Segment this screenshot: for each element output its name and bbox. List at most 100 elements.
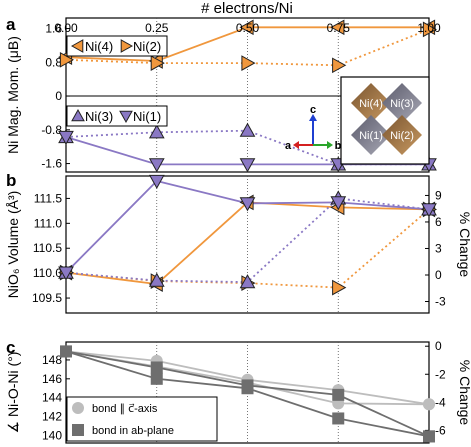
octahedron-ni1 [351,115,391,155]
legend-label: Ni(2) [133,39,161,54]
data-point [423,398,435,411]
y2-tick-label: 9 [435,188,442,202]
y2-tick-label: 0 [435,268,442,282]
y-tick-label: 144 [42,391,62,405]
panel-letter: b [6,171,16,190]
data-point [421,203,437,218]
y2-tick-label: -3 [435,295,446,309]
axis-c-arrowhead [309,114,317,121]
panel-letter: c [6,338,15,357]
y-tick-label: -1.6 [41,157,62,171]
data-point [332,57,347,74]
inset-label-ni2: Ni(2) [390,130,414,142]
data-point [239,19,254,36]
y-tick-label: 140 [42,428,62,442]
legend-label: Ni(1) [133,109,161,124]
y-tick-label: 111.0 [34,216,63,230]
data-point [241,382,254,395]
data-point [332,388,345,401]
y-tick-label: 146 [42,372,62,386]
y-axis-label: Ni Mag. Mom. (μB) [5,36,21,154]
legend-marker [72,402,84,414]
axis-c-label: c [310,104,316,116]
axis-b-arrowhead [327,141,333,149]
y2-axis-label: % Change [457,212,471,278]
octahedron-ni3 [382,83,422,123]
legend-label: Ni(3) [85,109,113,124]
y-tick-label: 110.5 [33,241,62,255]
data-point [332,279,347,296]
data-point [239,274,256,289]
data-point [423,430,435,443]
y2-tick-label: -6 [435,423,446,437]
legend-marker [119,110,133,124]
panel-a: a 1.60.80-0.8-1.6Ni Mag. Mom. (μB) Ni(4) Ni… [5,15,438,173]
data-point [239,197,256,212]
legend-marker [120,39,134,53]
data-point [330,19,345,36]
data-point [150,361,163,374]
data-point [148,174,165,190]
data-point [148,124,165,139]
axis-a-label: a [285,140,292,152]
x-tick-label: 0.25 [145,21,169,35]
y-tick-label: 1.6 [45,22,62,36]
legend-box [66,35,168,57]
x-tick-label: 0.50 [236,21,260,35]
y-axis-label: NiO₆ Volume (Å³) [5,191,21,299]
y-tick-label: 142 [42,410,62,424]
octahedron-ni2 [382,115,422,155]
y-tick-label: 0.8 [45,55,62,69]
y2-tick-label: 0 [435,339,442,353]
data-point [60,345,72,358]
legend-marker [72,424,84,436]
inset-label-ni3: Ni(3) [390,98,414,110]
y-tick-label: 0 [55,89,62,103]
y-axis-label: ∡ Ni-O-Ni (°) [5,352,21,434]
legend-box [66,396,218,442]
data-point [58,130,74,146]
data-point [330,196,347,211]
y2-axis-label: % Change [457,360,471,426]
panel-b: b 111.5 111.0 110.5 110.0 109.5 NiO₆ Volume (Å… [5,171,471,314]
data-point [239,122,256,137]
data-point [58,266,74,281]
data-point [241,55,256,71]
x-tick-label: 0.00 [54,21,78,35]
inset-frame [340,76,430,165]
data-point [148,272,165,287]
data-point [150,372,163,385]
top-axis-label: # electrons/Ni [201,0,293,17]
x-tick-label: 0.75 [327,21,351,35]
y-tick-label: 148 [42,353,62,367]
legend-marker [70,39,84,53]
y2-tick-label: -4 [435,395,446,409]
data-point [422,21,438,38]
data-point [148,158,165,173]
crystal-axes-indicator: c a b [285,104,342,152]
data-point [150,55,165,71]
y2-tick-label: 3 [435,241,442,255]
y-tick-label: 111.5 [34,191,63,205]
y-tick-label: 110.0 [33,266,62,280]
legend-label: bond ∥ c⃗-axis [92,403,158,415]
data-point [332,412,345,425]
inset-label-ni4: Ni(4) [359,98,383,110]
inset-label-ni1: Ni(1) [359,130,383,142]
y-tick-label: 109.5 [32,291,62,305]
x-tick-label: 1.00 [417,21,441,35]
y-tick-label: -0.8 [41,123,62,137]
y2-tick-label: 6 [435,215,442,229]
octahedron-ni4 [351,83,391,123]
plot-frame [65,175,430,314]
legend-box [66,105,168,127]
data-point [239,158,256,173]
inset-structure: Ni(4) Ni(3) Ni(1) Ni(2) [340,76,430,165]
legend-marker [71,108,85,122]
legend-label: bond in ab-plane [92,425,174,437]
y2-tick-label: -2 [435,367,446,381]
axis-b-label: b [335,140,342,152]
series-line [65,201,430,286]
panel-letter: a [6,15,16,34]
